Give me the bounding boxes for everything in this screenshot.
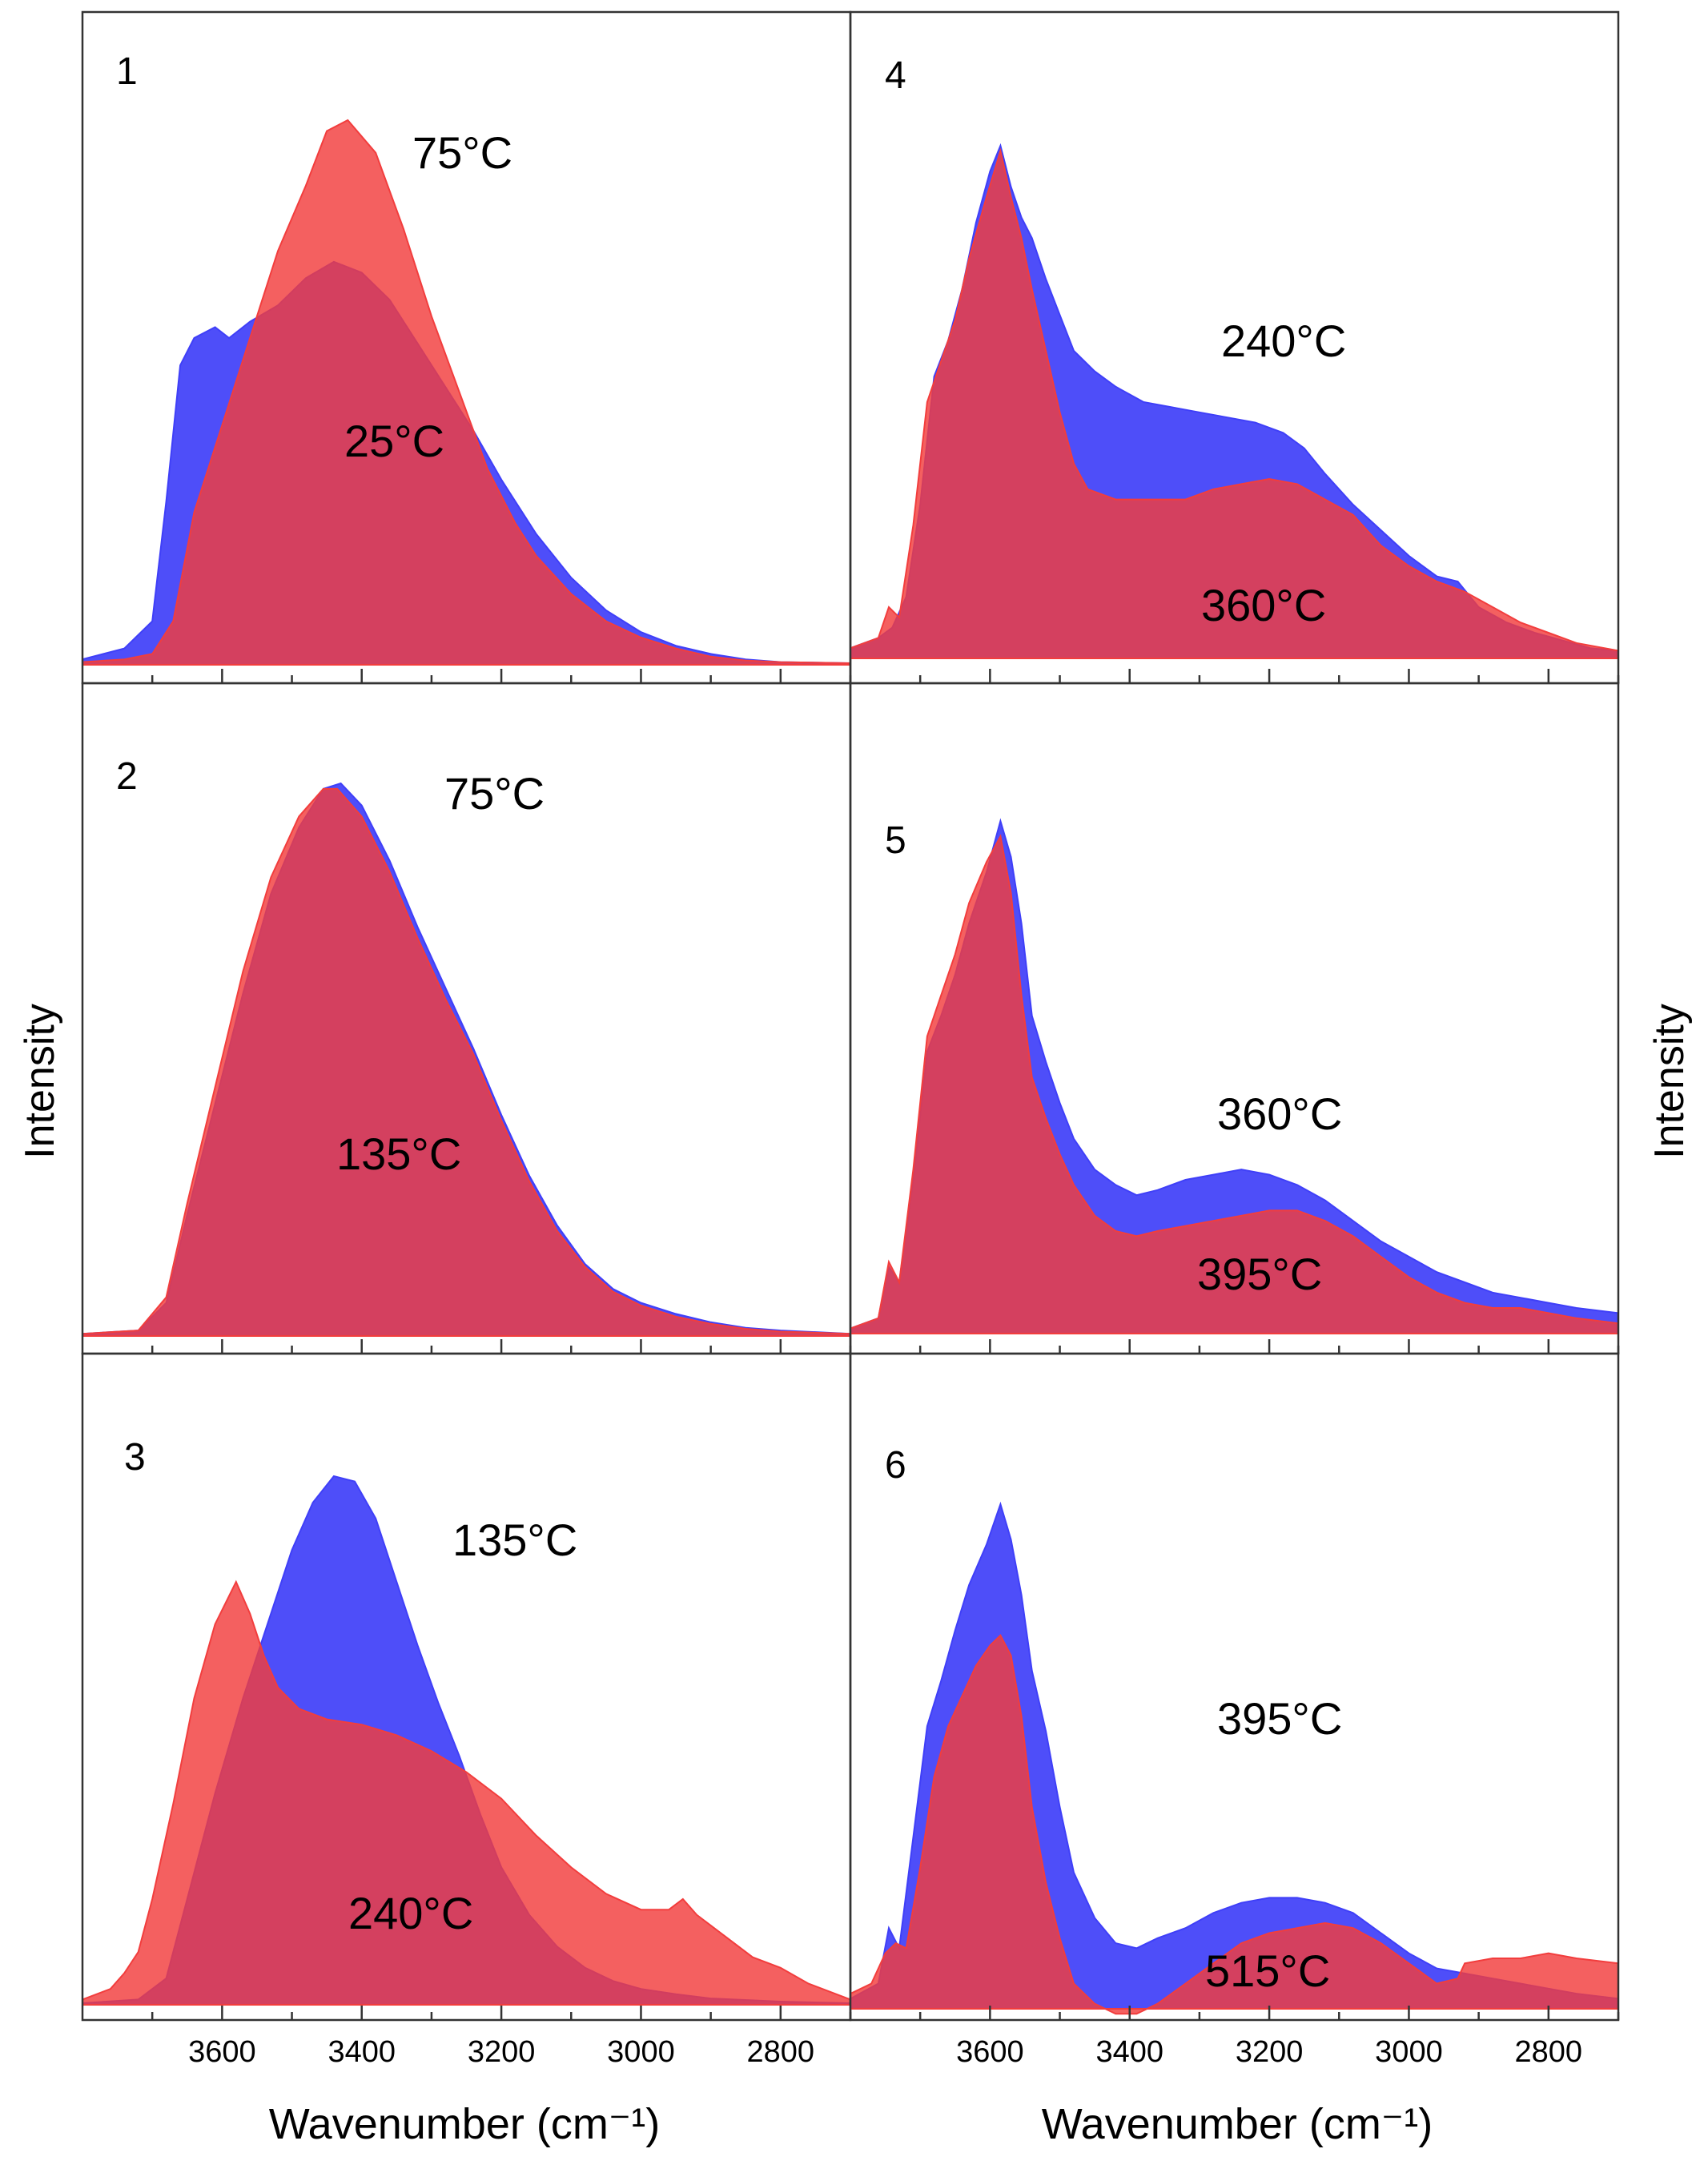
panel-2: 2 75°C 135°C [81,682,852,1355]
panel-4-plot-area [850,143,1618,659]
temperature-annotation: 515°C [1205,1946,1330,1996]
panel-4: 4 240°C 360°C [849,10,1620,685]
panel-label: 3 [124,1436,146,1479]
temperature-annotation: 360°C [1201,580,1326,630]
y-axis-label-right: Intensity [1646,1004,1693,1159]
x-tick-label: 3200 [468,2035,536,2069]
panel-5-plot-area [850,818,1618,1334]
series-area-red-panel-6 [850,1634,1618,2015]
temperature-annotation: 135°C [452,1515,577,1565]
x-tick-label: 3400 [328,2035,396,2069]
x-tick-label: 3600 [956,2035,1024,2069]
series-area-red-panel-1 [82,119,850,666]
x-axis-label-right: Wavenumber (cm⁻¹) [1041,2100,1433,2148]
panel-1-plot-area [82,119,850,666]
temperature-annotation: 135°C [336,1129,461,1179]
panel-6-plot-area [850,1501,1618,2015]
temperature-annotation: 395°C [1217,1693,1342,1744]
series-area-red-panel-2 [82,787,850,1337]
temperature-annotation: 25°C [344,416,444,466]
panel-label: 6 [885,1444,906,1487]
x-tick-label: 3000 [607,2035,675,2069]
temperature-annotation: 240°C [348,1888,473,1938]
series-area-red-panel-4 [850,147,1618,659]
panel-6-frame [849,1352,1620,2022]
panel-label: 2 [116,755,138,798]
series-area-red-panel-5 [850,834,1618,1334]
x-tick-label: 3600 [188,2035,256,2069]
panel-3: 3600 3400 3200 3000 2800 3 135°C 240°C [81,1352,852,2069]
temperature-annotation: 360°C [1217,1088,1342,1139]
x-tick-label: 3000 [1375,2035,1443,2069]
x-tick-label: 3400 [1095,2035,1163,2069]
y-axis-label-left: Intensity [17,1004,63,1159]
panel-label: 1 [116,50,138,93]
panel-5: 5 360°C 395°C [849,682,1620,1355]
panel-label: 5 [885,819,906,862]
x-axis-label-left: Wavenumber (cm⁻¹) [268,2100,661,2148]
series-area-red-panel-3 [82,1579,850,2006]
temperature-annotation: 75°C [412,127,512,178]
temperature-annotation: 395°C [1197,1249,1322,1299]
temperature-annotation: 75°C [444,768,545,819]
panel-3-plot-area [82,1475,850,2006]
panel-label: 4 [885,54,906,97]
x-tick-label: 2800 [1515,2035,1583,2069]
panel-2-plot-area [82,782,850,1337]
panel-6: 3600 3400 3200 3000 2800 6 395°C 515°C [849,1352,1620,2069]
x-tick-label: 2800 [747,2035,815,2069]
x-tick-label: 3200 [1236,2035,1304,2069]
temperature-annotation: 240°C [1221,316,1346,366]
panel-1: 1 75°C 25°C [81,10,852,685]
